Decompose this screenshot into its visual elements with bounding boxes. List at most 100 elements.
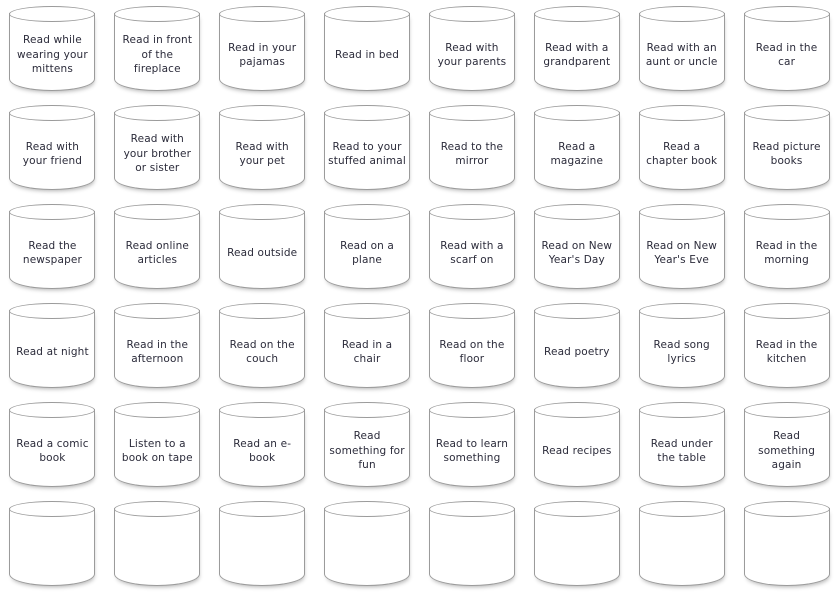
cylinder-body (638, 211, 725, 289)
reading-task-cylinder[interactable]: Read in the afternoon (114, 303, 201, 388)
blank-cylinder[interactable] (638, 501, 725, 586)
grid-cell: Read to your stuffed animal (315, 99, 420, 198)
grid-cell: Read with an aunt or uncle (629, 0, 734, 99)
cylinder-top-ellipse (638, 303, 725, 319)
reading-task-cylinder[interactable]: Read in the car (743, 6, 830, 91)
reading-task-cylinder[interactable]: Read something for fun (324, 402, 411, 487)
grid-cell: Listen to a book on tape (105, 396, 210, 495)
cylinder-label: Read the newspaper (22, 239, 82, 267)
cylinder-top-ellipse (219, 105, 306, 121)
reading-task-cylinder[interactable]: Read on a plane (324, 204, 411, 289)
reading-task-cylinder[interactable]: Read in your pajamas (219, 6, 306, 91)
reading-task-cylinder[interactable]: Read to learn something (428, 402, 515, 487)
grid-cell: Read a comic book (0, 396, 105, 495)
cylinder-top-ellipse (9, 501, 96, 517)
reading-task-cylinder[interactable]: Read an e-book (219, 402, 306, 487)
reading-task-cylinder[interactable]: Read with your pet (219, 105, 306, 190)
reading-task-cylinder[interactable]: Read picture books (743, 105, 830, 190)
cylinder-label: Read with your brother or sister (123, 133, 192, 175)
cylinder-top-ellipse (533, 303, 620, 319)
blank-cylinder[interactable] (219, 501, 306, 586)
reading-task-cylinder[interactable]: Read on the couch (219, 303, 306, 388)
cylinder-label: Read on the floor (439, 338, 505, 366)
cylinder-top-ellipse (114, 204, 201, 220)
grid-cell: Read on New Year's Day (524, 198, 629, 297)
grid-cell: Read with your brother or sister (105, 99, 210, 198)
reading-task-cylinder[interactable]: Read in front of the fireplace (114, 6, 201, 91)
cylinder-label: Read with an aunt or uncle (645, 41, 718, 69)
cylinder-top-ellipse (114, 303, 201, 319)
reading-task-cylinder[interactable]: Read a magazine (533, 105, 620, 190)
cylinder-label: Read with your pet (235, 140, 289, 168)
reading-task-cylinder[interactable]: Read something again (743, 402, 830, 487)
reading-task-cylinder[interactable]: Read to the mirror (428, 105, 515, 190)
blank-cylinder[interactable] (324, 501, 411, 586)
cylinder-top-ellipse (324, 402, 411, 418)
reading-task-cylinder[interactable]: Read online articles (114, 204, 201, 289)
cylinder-body (9, 13, 96, 91)
reading-task-cylinder[interactable]: Read with your brother or sister (114, 105, 201, 190)
cylinder-top-ellipse (533, 402, 620, 418)
cylinder-label: Read to your stuffed animal (328, 140, 406, 168)
reading-task-cylinder[interactable]: Read poetry (533, 303, 620, 388)
reading-task-cylinder[interactable]: Read on the floor (428, 303, 515, 388)
reading-task-cylinder[interactable]: Read with your friend (9, 105, 96, 190)
cylinder-body (9, 310, 96, 388)
grid-cell: Read in bed (315, 0, 420, 99)
grid-cell (524, 495, 629, 594)
reading-task-cylinder[interactable]: Read in the kitchen (743, 303, 830, 388)
reading-task-cylinder[interactable]: Read under the table (638, 402, 725, 487)
cylinder-top-ellipse (219, 6, 306, 22)
cylinder-label: Read with a scarf on (440, 239, 504, 267)
cylinder-top-ellipse (219, 402, 306, 418)
reading-task-cylinder[interactable]: Read with your parents (428, 6, 515, 91)
cylinder-label: Listen to a book on tape (121, 437, 193, 465)
cylinder-body (533, 112, 620, 190)
reading-task-cylinder[interactable]: Read with an aunt or uncle (638, 6, 725, 91)
reading-task-cylinder[interactable]: Read while wearing your mittens (9, 6, 96, 91)
cylinder-body (743, 112, 830, 190)
cylinder-label: Read on a plane (340, 239, 395, 267)
reading-task-cylinder[interactable]: Read on New Year's Eve (638, 204, 725, 289)
reading-task-cylinder[interactable]: Read song lyrics (638, 303, 725, 388)
reading-task-cylinder[interactable]: Read in bed (324, 6, 411, 91)
cylinder-top-ellipse (219, 501, 306, 517)
reading-task-cylinder[interactable]: Read recipes (533, 402, 620, 487)
reading-task-cylinder[interactable]: Read the newspaper (9, 204, 96, 289)
grid-cell: Read a magazine (524, 99, 629, 198)
blank-cylinder[interactable] (743, 501, 830, 586)
cylinder-body (638, 310, 725, 388)
blank-cylinder[interactable] (533, 501, 620, 586)
cylinder-label: Read with your friend (22, 140, 83, 168)
reading-task-cylinder[interactable]: Read in the morning (743, 204, 830, 289)
reading-task-cylinder[interactable]: Read a comic book (9, 402, 96, 487)
reading-task-cylinder[interactable]: Read on New Year's Day (533, 204, 620, 289)
grid-cell: Read with your parents (420, 0, 525, 99)
cylinder-body (324, 112, 411, 190)
reading-task-cylinder[interactable]: Listen to a book on tape (114, 402, 201, 487)
cylinder-label: Read in front of the fireplace (122, 34, 193, 76)
grid-cell (734, 495, 839, 594)
grid-cell (420, 495, 525, 594)
reading-task-cylinder[interactable]: Read to your stuffed animal (324, 105, 411, 190)
grid-cell: Read in the car (734, 0, 839, 99)
reading-task-cylinder[interactable]: Read at night (9, 303, 96, 388)
reading-task-cylinder[interactable]: Read in a chair (324, 303, 411, 388)
blank-cylinder[interactable] (9, 501, 96, 586)
blank-cylinder[interactable] (428, 501, 515, 586)
reading-task-cylinder[interactable]: Read outside (219, 204, 306, 289)
grid-cell: Read on the floor (420, 297, 525, 396)
grid-cell: Read with a grandparent (524, 0, 629, 99)
cylinder-top-ellipse (114, 501, 201, 517)
grid-cell: Read a chapter book (629, 99, 734, 198)
reading-task-cylinder[interactable]: Read with a grandparent (533, 6, 620, 91)
blank-cylinder[interactable] (114, 501, 201, 586)
cylinder-body (114, 310, 201, 388)
reading-task-cylinder[interactable]: Read with a scarf on (428, 204, 515, 289)
cylinder-top-ellipse (533, 204, 620, 220)
cylinder-top-ellipse (9, 303, 96, 319)
cylinder-body (638, 112, 725, 190)
cylinder-body (324, 310, 411, 388)
reading-task-cylinder[interactable]: Read a chapter book (638, 105, 725, 190)
cylinder-top-ellipse (743, 501, 830, 517)
